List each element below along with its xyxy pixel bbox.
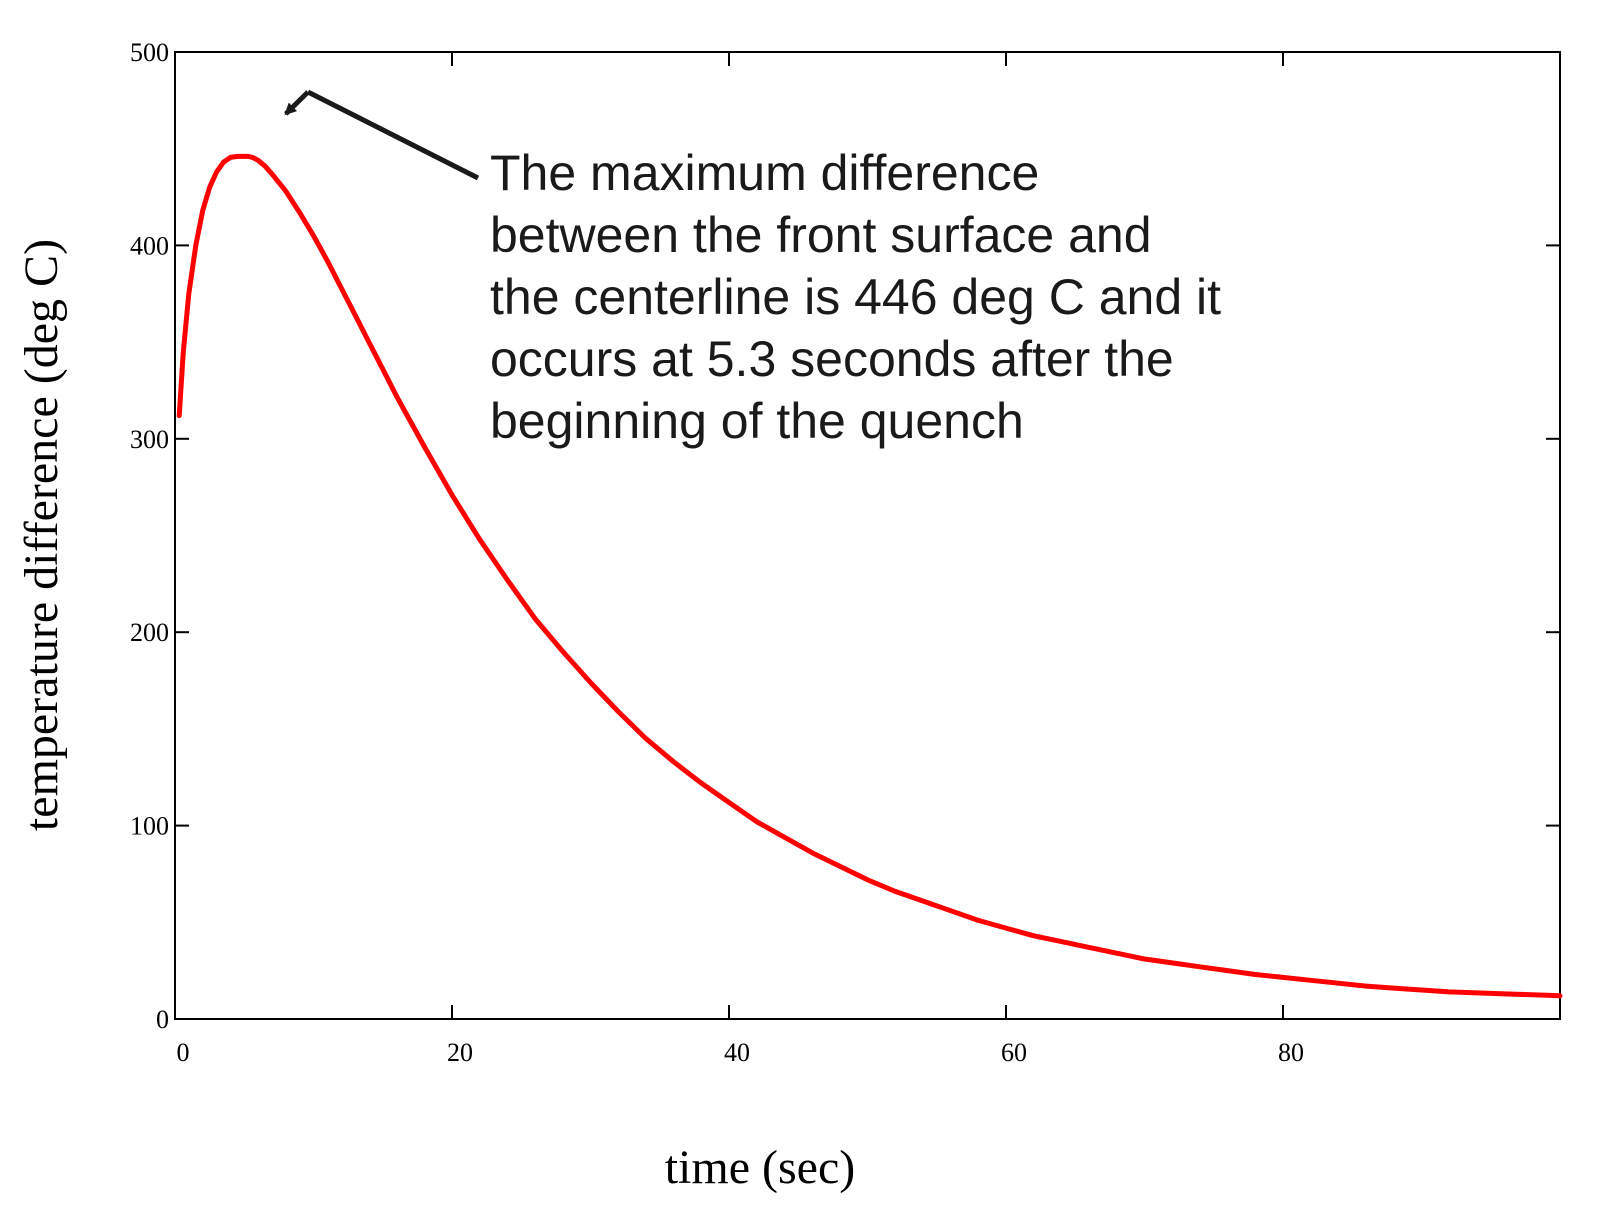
y-tick-labels: 0 100 200 300 400 500: [130, 38, 169, 1034]
y-tick-label: 100: [130, 812, 169, 841]
series-line-0: [176, 153, 1563, 999]
x-tick-labels: 0 20 40 60 80: [177, 1038, 1305, 1067]
annotation-arrow-tip: [284, 90, 310, 116]
axis-ticks: [174, 52, 1560, 1019]
annotation-text: The maximum difference between the front …: [490, 145, 1221, 449]
x-tick-label: 20: [447, 1038, 473, 1067]
annotation-line-1: The maximum difference: [490, 145, 1039, 201]
annotation-line-2: between the front surface and: [490, 207, 1152, 263]
annotation: The maximum difference between the front …: [284, 89, 1221, 449]
y-tick-label: 300: [130, 425, 169, 454]
x-tick-label: 0: [177, 1038, 190, 1067]
annotation-line-5: beginning of the quench: [490, 393, 1024, 449]
plot-frame: [174, 51, 1561, 1020]
y-tick-label: 0: [156, 1005, 169, 1034]
series-group: [176, 153, 1563, 999]
x-axis-title: time (sec): [665, 1141, 856, 1194]
y-tick-label: 500: [130, 38, 169, 67]
annotation-line-4: occurs at 5.3 seconds after the: [490, 331, 1174, 387]
x-tick-label: 60: [1001, 1038, 1027, 1067]
y-tick-label: 200: [130, 618, 169, 647]
y-axis-title: temperature difference (deg C): [15, 239, 68, 831]
annotation-arrow: [306, 89, 480, 181]
plot-area: [174, 51, 1561, 1020]
x-tick-label: 40: [724, 1038, 750, 1067]
y-tick-label: 400: [130, 231, 169, 260]
annotation-line-3: the centerline is 446 deg C and it: [490, 269, 1221, 325]
x-tick-label: 80: [1278, 1038, 1304, 1067]
